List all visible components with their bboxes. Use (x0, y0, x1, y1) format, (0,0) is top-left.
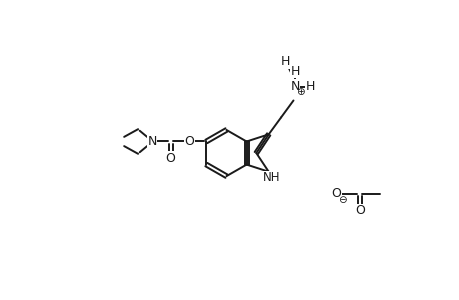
Text: H: H (280, 56, 289, 68)
Text: H: H (290, 65, 299, 78)
Text: N: N (147, 135, 157, 148)
Text: NH: NH (263, 171, 280, 184)
Text: O: O (354, 204, 364, 217)
Text: ⊕: ⊕ (296, 87, 304, 97)
Text: N: N (290, 80, 299, 93)
Text: O: O (184, 135, 194, 148)
Text: H: H (305, 80, 314, 93)
Text: O: O (165, 152, 175, 165)
Text: O: O (331, 187, 341, 200)
Text: ⊖: ⊖ (337, 195, 347, 205)
